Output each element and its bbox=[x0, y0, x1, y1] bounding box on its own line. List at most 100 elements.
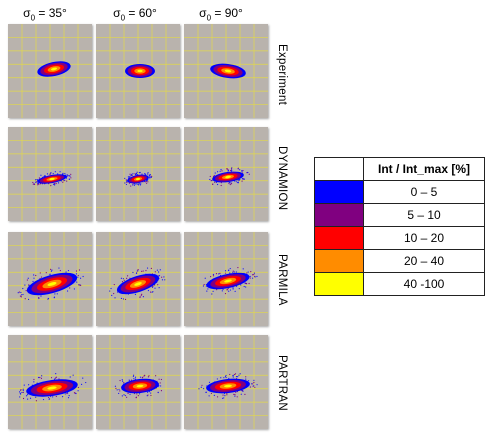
scatter-point bbox=[62, 396, 64, 398]
scatter-point bbox=[118, 388, 120, 390]
scatter-point bbox=[223, 377, 225, 379]
scatter-point bbox=[20, 291, 22, 294]
scatter-point bbox=[142, 296, 144, 298]
panel-plot bbox=[8, 335, 92, 429]
scatter-point bbox=[120, 277, 122, 279]
scatter-point bbox=[233, 373, 236, 376]
scatter-point bbox=[228, 377, 230, 380]
scatter-point bbox=[23, 384, 25, 386]
scatter-point bbox=[126, 396, 128, 398]
beam-distribution bbox=[32, 171, 72, 187]
scatter-point bbox=[35, 396, 37, 398]
scatter-point bbox=[243, 178, 245, 180]
scatter-point bbox=[207, 288, 209, 290]
row-label-partran: PARTRAN bbox=[276, 355, 288, 411]
scatter-point bbox=[22, 397, 25, 400]
scatter-point bbox=[40, 174, 42, 176]
scatter-point bbox=[222, 288, 224, 290]
scatter-point bbox=[38, 183, 40, 185]
legend-row: 40 -100 bbox=[314, 272, 485, 296]
scatter-point bbox=[79, 277, 82, 279]
scatter-point bbox=[54, 293, 56, 295]
scatter-point bbox=[121, 379, 123, 381]
scatter-point bbox=[216, 289, 218, 291]
scatter-point bbox=[55, 182, 57, 185]
scatter-point bbox=[40, 377, 43, 379]
scatter-point bbox=[243, 285, 245, 288]
legend-row: 20 – 40 bbox=[314, 249, 485, 273]
intensity-contour bbox=[136, 384, 144, 388]
scatter-point bbox=[22, 389, 24, 391]
scatter-point bbox=[64, 179, 66, 181]
scatter-point bbox=[237, 168, 239, 170]
scatter-point bbox=[203, 388, 205, 390]
scatter-point bbox=[123, 279, 125, 281]
phase-space-panel-partran-2 bbox=[96, 335, 180, 429]
scatter-point bbox=[132, 173, 134, 175]
intensity-contour bbox=[47, 386, 57, 390]
scatter-point bbox=[32, 280, 34, 283]
scatter-point bbox=[25, 290, 27, 292]
scatter-point bbox=[113, 283, 115, 286]
legend-header-blank bbox=[314, 157, 364, 181]
scatter-point bbox=[25, 395, 28, 397]
scatter-point bbox=[211, 183, 214, 185]
scatter-point bbox=[245, 286, 247, 288]
scatter-point bbox=[146, 182, 148, 184]
scatter-point bbox=[70, 173, 72, 175]
scatter-point bbox=[120, 297, 123, 300]
scatter-point bbox=[229, 169, 232, 172]
scatter-point bbox=[33, 378, 35, 381]
scatter-point bbox=[232, 270, 234, 272]
scatter-point bbox=[219, 272, 221, 274]
panel-plot bbox=[8, 127, 92, 221]
intensity-contour bbox=[49, 177, 55, 181]
scatter-point bbox=[239, 373, 241, 375]
beam-distribution bbox=[124, 171, 153, 187]
scatter-point bbox=[150, 176, 152, 178]
scatter-point bbox=[146, 391, 149, 393]
scatter-point bbox=[37, 184, 39, 186]
scatter-point bbox=[145, 173, 147, 175]
scatter-point bbox=[138, 182, 140, 184]
scatter-point bbox=[45, 272, 47, 274]
scatter-point bbox=[233, 393, 235, 395]
scatter-point bbox=[68, 175, 70, 177]
scatter-point bbox=[124, 177, 126, 180]
scatter-point bbox=[66, 180, 68, 182]
phase-space-panel-experiment-3 bbox=[184, 24, 268, 118]
scatter-point bbox=[236, 396, 238, 398]
scatter-point bbox=[37, 182, 39, 184]
intensity-contour bbox=[50, 67, 58, 71]
scatter-point bbox=[130, 174, 132, 177]
scatter-point bbox=[135, 397, 137, 399]
scatter-point bbox=[18, 391, 21, 393]
scatter-point bbox=[139, 296, 141, 298]
scatter-point bbox=[218, 273, 220, 275]
scatter-point bbox=[164, 279, 166, 281]
scatter-point bbox=[206, 290, 208, 292]
scatter-point bbox=[35, 400, 37, 402]
scatter-point bbox=[55, 376, 57, 378]
scatter-point bbox=[242, 268, 244, 270]
scatter-point bbox=[76, 281, 78, 283]
scatter-point bbox=[159, 269, 161, 271]
scatter-point bbox=[67, 269, 70, 272]
beam-distribution bbox=[114, 374, 163, 399]
panel-plot bbox=[96, 24, 180, 118]
scatter-point bbox=[36, 181, 38, 183]
intensity-contour bbox=[134, 282, 142, 286]
scatter-point bbox=[151, 291, 153, 293]
scatter-point bbox=[56, 293, 58, 295]
scatter-point bbox=[38, 177, 41, 179]
scatter-point bbox=[39, 376, 41, 379]
scatter-point bbox=[109, 290, 111, 292]
legend-header-row: Int / Int_max [%] bbox=[314, 157, 485, 181]
scatter-point bbox=[65, 271, 67, 273]
scatter-point bbox=[70, 177, 72, 179]
scatter-point bbox=[215, 181, 218, 183]
legend-swatch-blue bbox=[314, 180, 364, 204]
scatter-point bbox=[210, 276, 212, 278]
scatter-point bbox=[128, 379, 130, 381]
scatter-point bbox=[40, 295, 42, 297]
